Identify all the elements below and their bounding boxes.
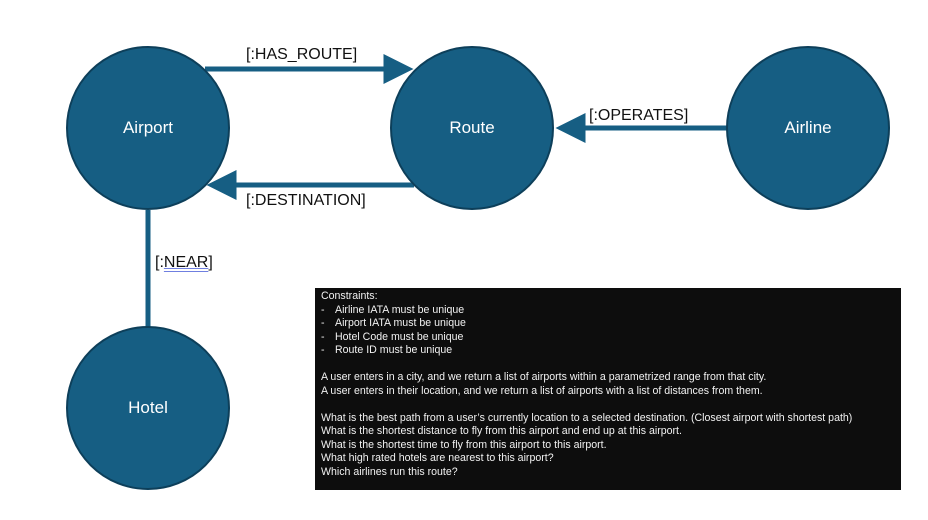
route-node-label: Route xyxy=(449,118,495,137)
constraint-text: Airline IATA must be unique xyxy=(335,303,465,316)
hotel-node[interactable]: Hotel xyxy=(66,326,230,490)
bullet-dash: - xyxy=(321,330,325,343)
question-line: What is the shortest time to fly from th… xyxy=(321,438,607,451)
question-line: What is the best path from a user’s curr… xyxy=(321,411,853,424)
has-route-label: [:HAS_ROUTE] xyxy=(246,46,358,63)
scenario-line: A user enters in a city, and we return a… xyxy=(321,371,767,383)
destination-label: [:DESTINATION] xyxy=(246,192,366,209)
constraint-text: Airport IATA must be unique xyxy=(335,317,466,329)
airport-node-label: Airport xyxy=(122,118,174,137)
near-label-word: NEAR xyxy=(163,254,209,271)
question-line: What high rated hotels are nearest to th… xyxy=(321,452,554,464)
constraints-heading: Constraints: xyxy=(321,290,378,302)
bullet-dash: - xyxy=(321,303,325,316)
airport-node[interactable]: Airport xyxy=(66,46,230,210)
question-line: Which airlines run this route? xyxy=(321,465,458,478)
constraint-text: Route ID must be unique xyxy=(335,344,453,356)
airline-node-label: Airline xyxy=(784,118,832,137)
constraint-item: - Airport IATA must be unique xyxy=(321,317,895,331)
constraint-text: Hotel Code must be unique xyxy=(335,330,464,343)
route-node[interactable]: Route xyxy=(390,46,554,210)
bullet-dash: - xyxy=(321,317,325,329)
paragraph-gap xyxy=(321,398,895,412)
bullet-dash: - xyxy=(321,344,325,356)
operates-label: [:OPERATES] xyxy=(589,107,689,124)
near-label-prefix: [: xyxy=(155,254,164,271)
question-line: What is the shortest distance to fly fro… xyxy=(321,425,682,437)
near-label: [:NEAR] xyxy=(155,255,213,271)
scenario-line: A user enters in their location, and we … xyxy=(321,384,763,397)
constraint-item: - Hotel Code must be unique xyxy=(321,331,895,345)
notes-textbox[interactable]: Constraints: - Airline IATA must be uniqu… xyxy=(315,288,901,490)
constraint-item: - Route ID must be unique xyxy=(321,344,895,358)
hotel-node-label: Hotel xyxy=(128,398,168,417)
airline-node[interactable]: Airline xyxy=(726,46,890,210)
constraint-item: - Airline IATA must be unique xyxy=(321,304,895,318)
paragraph-gap xyxy=(321,358,895,372)
near-label-suffix: ] xyxy=(208,254,213,271)
